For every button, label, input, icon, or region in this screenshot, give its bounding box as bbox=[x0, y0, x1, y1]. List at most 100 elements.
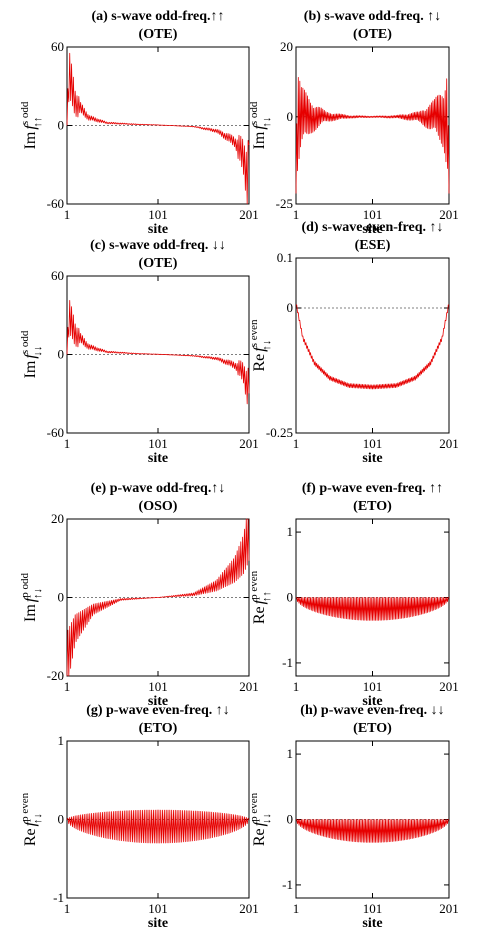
panel-a-ylabel-main: Im bbox=[22, 131, 39, 149]
panel-h-ylabel: Re fp even↓↓ bbox=[248, 792, 273, 846]
panel-g-frame bbox=[66, 740, 250, 899]
panel-g-ytick-label: -1 bbox=[53, 890, 64, 905]
panel-c-ylabel-main: Im bbox=[22, 360, 39, 378]
panel-d-title: (d) s-wave even-freq. ↑↓ bbox=[301, 220, 443, 235]
panel-e-xlabel: site bbox=[148, 694, 168, 709]
panel-a-xtick-label: 101 bbox=[148, 207, 168, 222]
panel-h-ylabel-f: f bbox=[251, 819, 268, 826]
panel-b: (b) s-wave odd-freq. ↑↓ (OTE) 1 101 201 20 0 -2… bbox=[248, 9, 459, 237]
panel-e-ytick-label: 0 bbox=[58, 590, 65, 605]
panel-c-xtick-label: 1 bbox=[64, 436, 71, 451]
panel-b-ylabel-sup: s odd bbox=[248, 101, 260, 125]
panel-a-ytick-label: -60 bbox=[47, 196, 64, 211]
panel-h: (h) p-wave even-freq. ↓↓ (ETO) 1 101 201 1 0 -1… bbox=[248, 703, 459, 931]
panel-c-subtitle: (OTE) bbox=[139, 256, 178, 271]
panel-h-series-line bbox=[296, 819, 449, 843]
panel-a-ylabel-f: f bbox=[22, 123, 39, 130]
panel-c-ylabel-f: f bbox=[22, 352, 39, 359]
panel-e-ylabel: Im fp odd↑↓ bbox=[19, 573, 44, 622]
panel-f-ylabel-main: Re bbox=[251, 606, 268, 624]
panel-f-ylabel-f: f bbox=[251, 597, 268, 604]
panel-g-ylabel: Re fp even↑↓ bbox=[19, 792, 44, 846]
panel-g-ylabel-main: Re bbox=[22, 828, 39, 846]
panel-a-title: (a) s-wave odd-freq.↑↑ bbox=[91, 9, 224, 24]
panel-d-xtick-label: 1 bbox=[293, 436, 300, 451]
panel-a-ytick-label: 60 bbox=[51, 39, 64, 54]
panel-d-xlabel: site bbox=[362, 451, 382, 466]
panel-g-xtick-label: 1 bbox=[64, 901, 71, 916]
panel-b-ylabel-sub: ↑↓ bbox=[261, 117, 273, 128]
panel-f-ylabel-sup: p even bbox=[248, 570, 260, 600]
panel-e-ytick-label: 20 bbox=[51, 511, 64, 526]
panel-a-ytick-label: 0 bbox=[58, 118, 65, 133]
panel-b-xlabel: site bbox=[362, 222, 382, 237]
panel-f-xtick-label: 1 bbox=[293, 679, 300, 694]
panel-h-xtick-label: 201 bbox=[439, 901, 459, 916]
panel-d-ylabel-sup: s even bbox=[248, 319, 260, 347]
panel-f-ytick-label: 0 bbox=[287, 590, 294, 605]
panel-h-ytick-label: 1 bbox=[287, 746, 294, 761]
panel-g-series-line bbox=[66, 809, 250, 844]
panel-f-xtick-label: 201 bbox=[439, 679, 459, 694]
panel-b-xtick-label: 101 bbox=[363, 207, 383, 222]
panel-c-ylabel-sup: s odd bbox=[19, 330, 31, 354]
panel-f: (f) p-wave even-freq. ↑↑ (ETO) 1 101 201 1 0 -1… bbox=[248, 481, 459, 709]
panel-a: (a) s-wave odd-freq.↑↑ (OTE) 1 101 201 60 0 -60… bbox=[19, 9, 259, 237]
panel-c-xtick-label: 201 bbox=[239, 436, 259, 451]
panel-d-ytick-label: -0.25 bbox=[266, 425, 293, 440]
panel-e-xtick-label: 201 bbox=[239, 679, 259, 694]
panel-d-ylabel: Re fs even↑↓ bbox=[248, 319, 273, 372]
panel-c-ytick-label: 60 bbox=[51, 268, 64, 283]
panel-c-xlabel: site bbox=[148, 451, 168, 466]
panel-e-ylabel-sup: p odd bbox=[19, 573, 31, 598]
panel-c-ylabel-sub: ↓↓ bbox=[32, 346, 44, 357]
panel-f-xtick-label: 101 bbox=[363, 679, 383, 694]
panel-h-xtick-label: 1 bbox=[293, 901, 300, 916]
panel-d-ylabel-f: f bbox=[251, 345, 268, 352]
panel-d: (d) s-wave even-freq. ↑↓ (ESE) 1 101 201 0.1 0… bbox=[248, 220, 459, 466]
panel-g-title: (g) p-wave even-freq. ↑↓ bbox=[86, 703, 230, 718]
panel-a-ylabel-sub: ↑↑ bbox=[32, 117, 44, 128]
panel-h-ylabel-sup: p even bbox=[248, 792, 260, 822]
panel-a-subtitle: (OTE) bbox=[139, 27, 178, 42]
panel-h-xlabel: site bbox=[362, 916, 382, 931]
panel-f-ylabel: Re fp even↑↑ bbox=[248, 570, 273, 624]
panel-h-ylabel-sub: ↓↓ bbox=[261, 813, 273, 824]
panel-f-ytick-label: -1 bbox=[282, 655, 293, 670]
panel-d-ylabel-main: Re bbox=[251, 354, 268, 372]
panel-e-ylabel-sub: ↑↓ bbox=[32, 588, 44, 599]
panel-g-ytick-label: 1 bbox=[58, 733, 65, 748]
panel-d-subtitle: (ESE) bbox=[355, 238, 391, 253]
panel-c-ylabel: Imfs odd↓↓ bbox=[19, 330, 44, 378]
panel-f-title: (f) p-wave even-freq. ↑↑ bbox=[302, 481, 443, 496]
panel-e-series-line bbox=[66, 518, 250, 677]
panel-b-ylabel-main: Im bbox=[251, 131, 268, 149]
panel-a-xlabel: site bbox=[148, 222, 168, 237]
panel-e-xtick-label: 101 bbox=[148, 679, 168, 694]
panel-h-subtitle: (ETO) bbox=[353, 721, 392, 736]
panel-c-series-line bbox=[66, 300, 250, 405]
panel-a-series-line bbox=[66, 52, 250, 205]
panel-g-ytick-label: 0 bbox=[58, 812, 65, 827]
panel-e-ylabel-f: f bbox=[22, 595, 39, 602]
panel-b-ytick-label: 20 bbox=[280, 39, 293, 54]
panel-d-series-line bbox=[295, 304, 450, 390]
panel-a-xtick-label: 201 bbox=[239, 207, 259, 222]
panel-h-ylabel-main: Re bbox=[251, 828, 268, 846]
panel-h-title: (h) p-wave even-freq. ↓↓ bbox=[300, 703, 444, 718]
panel-b-ylabel-f: f bbox=[251, 123, 268, 130]
panel-g-xlabel: site bbox=[148, 916, 168, 931]
panel-g-xtick-label: 101 bbox=[148, 901, 168, 916]
panel-c-ytick-label: 0 bbox=[58, 347, 65, 362]
panel-g-xtick-label: 201 bbox=[239, 901, 259, 916]
panel-b-title: (b) s-wave odd-freq. ↑↓ bbox=[304, 9, 441, 24]
panel-e-subtitle: (OSO) bbox=[139, 499, 178, 514]
panel-c: (c) s-wave odd-freq. ↓↓ (OTE) 1 101 201 60 0 -6… bbox=[19, 238, 259, 466]
panel-e-xtick-label: 1 bbox=[64, 679, 71, 694]
panel-e-title: (e) p-wave odd-freq.↑↓ bbox=[91, 481, 226, 496]
panel-f-ytick-label: 1 bbox=[287, 524, 294, 539]
panel-d-xtick-label: 201 bbox=[439, 436, 459, 451]
panel-f-ylabel-sub: ↑↑ bbox=[261, 591, 273, 602]
panel-h-xtick-label: 101 bbox=[363, 901, 383, 916]
